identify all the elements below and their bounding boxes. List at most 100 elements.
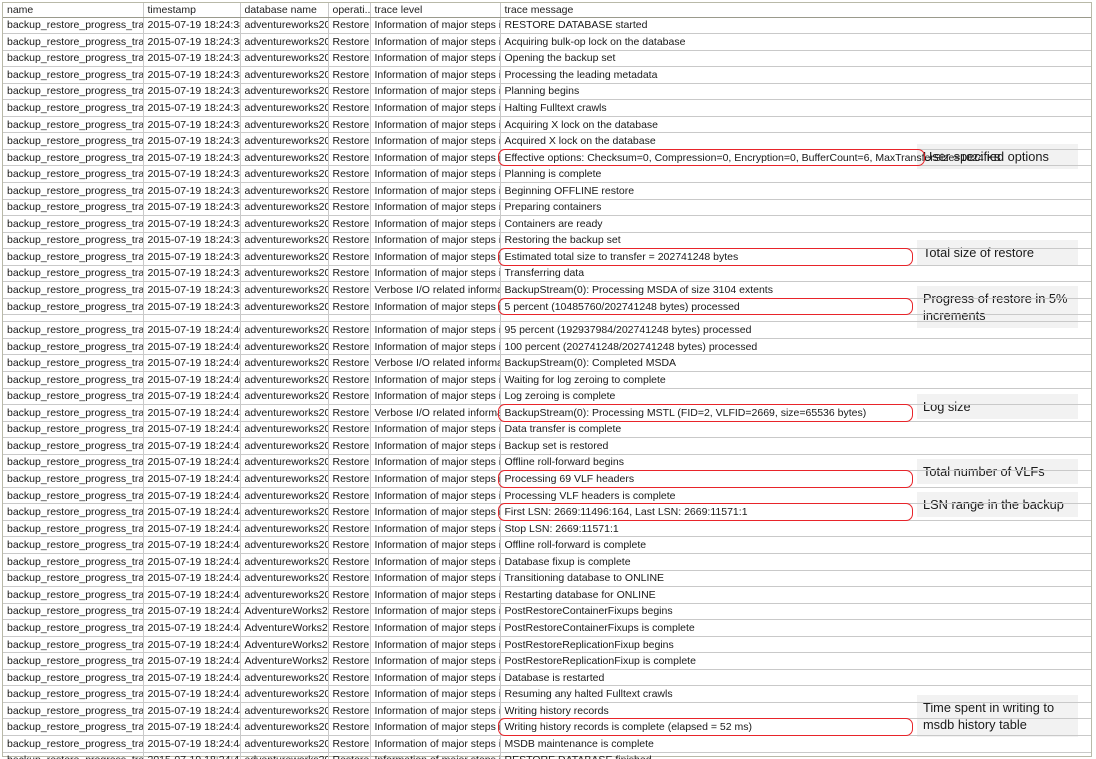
cell-operation: Restore [328, 66, 371, 84]
cell-trace-message: Restarting database for ONLINE [500, 586, 1091, 604]
cell-timestamp: 2015-07-19 18:24:38.... [143, 232, 241, 250]
cell-database-name: adventureworks2012 [240, 182, 329, 200]
column-header-database-name[interactable]: database name [240, 3, 329, 18]
cell-operation: Restore [328, 321, 371, 339]
cell-database-name: adventureworks2012 [240, 321, 329, 339]
cell-name: backup_restore_progress_trace [3, 619, 144, 637]
cell-timestamp: 2015-07-19 18:24:38.... [143, 83, 241, 101]
cell-operation: Restore [328, 454, 371, 472]
column-header-name[interactable]: name [3, 3, 144, 18]
cell-database-name: AdventureWorks2... [240, 603, 329, 621]
cell-trace-message: Log zeroing is complete [500, 388, 1091, 406]
cell-trace-message: Waiting for log zeroing to complete [500, 371, 1091, 389]
cell-name: backup_restore_progress_trace [3, 454, 144, 472]
cell-name: backup_restore_progress_trace [3, 199, 144, 217]
cell-trace-message: Estimated total size to transfer = 20274… [500, 248, 1091, 266]
cell-operation: Restore [328, 404, 371, 422]
cell-trace-level: Verbose I/O related informati... [370, 354, 501, 372]
cell-trace-level: Information of major steps in ... [370, 437, 501, 455]
cell-database-name: adventureworks2012 [240, 454, 329, 472]
gap-cell [240, 314, 329, 323]
cell-operation: Restore [328, 553, 371, 571]
cell-database-name: adventureworks2012 [240, 116, 329, 134]
cell-operation: Restore [328, 702, 371, 720]
cell-trace-level: Information of major steps in ... [370, 17, 501, 35]
column-header-trace-message[interactable]: trace message [500, 3, 1091, 18]
cell-database-name: adventureworks2012 [240, 165, 329, 183]
column-header-timestamp[interactable]: timestamp [143, 3, 241, 18]
cell-trace-level: Information of major steps in ... [370, 232, 501, 250]
cell-database-name: adventureworks2012 [240, 503, 329, 521]
cell-trace-message: Planning is complete [500, 165, 1091, 183]
cell-timestamp: 2015-07-19 18:24:38.... [143, 165, 241, 183]
cell-timestamp: 2015-07-19 18:24:38.... [143, 199, 241, 217]
cell-timestamp: 2015-07-19 18:24:44.... [143, 685, 241, 703]
cell-trace-message: Backup set is restored [500, 437, 1091, 455]
column-header-trace-level[interactable]: trace level [370, 3, 501, 18]
cell-timestamp: 2015-07-19 18:24:40.... [143, 338, 241, 356]
cell-operation: Restore [328, 132, 371, 150]
cell-timestamp: 2015-07-19 18:24:44.... [143, 553, 241, 571]
cell-trace-message: RESTORE DATABASE started [500, 17, 1091, 35]
table-row[interactable]: backup_restore_progress_trace2015-07-19 … [3, 752, 1091, 759]
cell-trace-level: Information of major steps in ... [370, 265, 501, 283]
cell-trace-message: Resuming any halted Fulltext crawls [500, 685, 1091, 703]
cell-name: backup_restore_progress_trace [3, 404, 144, 422]
cell-timestamp: 2015-07-19 18:24:43.... [143, 470, 241, 488]
column-header-operation[interactable]: operati... [328, 3, 371, 18]
cell-trace-level: Information of major steps in ... [370, 603, 501, 621]
gap-cell [328, 314, 371, 323]
cell-operation: Restore [328, 50, 371, 68]
cell-database-name: adventureworks2012 [240, 437, 329, 455]
cell-database-name: adventureworks2012 [240, 669, 329, 687]
cell-operation: Restore [328, 354, 371, 372]
cell-timestamp: 2015-07-19 18:24:40.... [143, 321, 241, 339]
gap-cell [3, 314, 144, 323]
